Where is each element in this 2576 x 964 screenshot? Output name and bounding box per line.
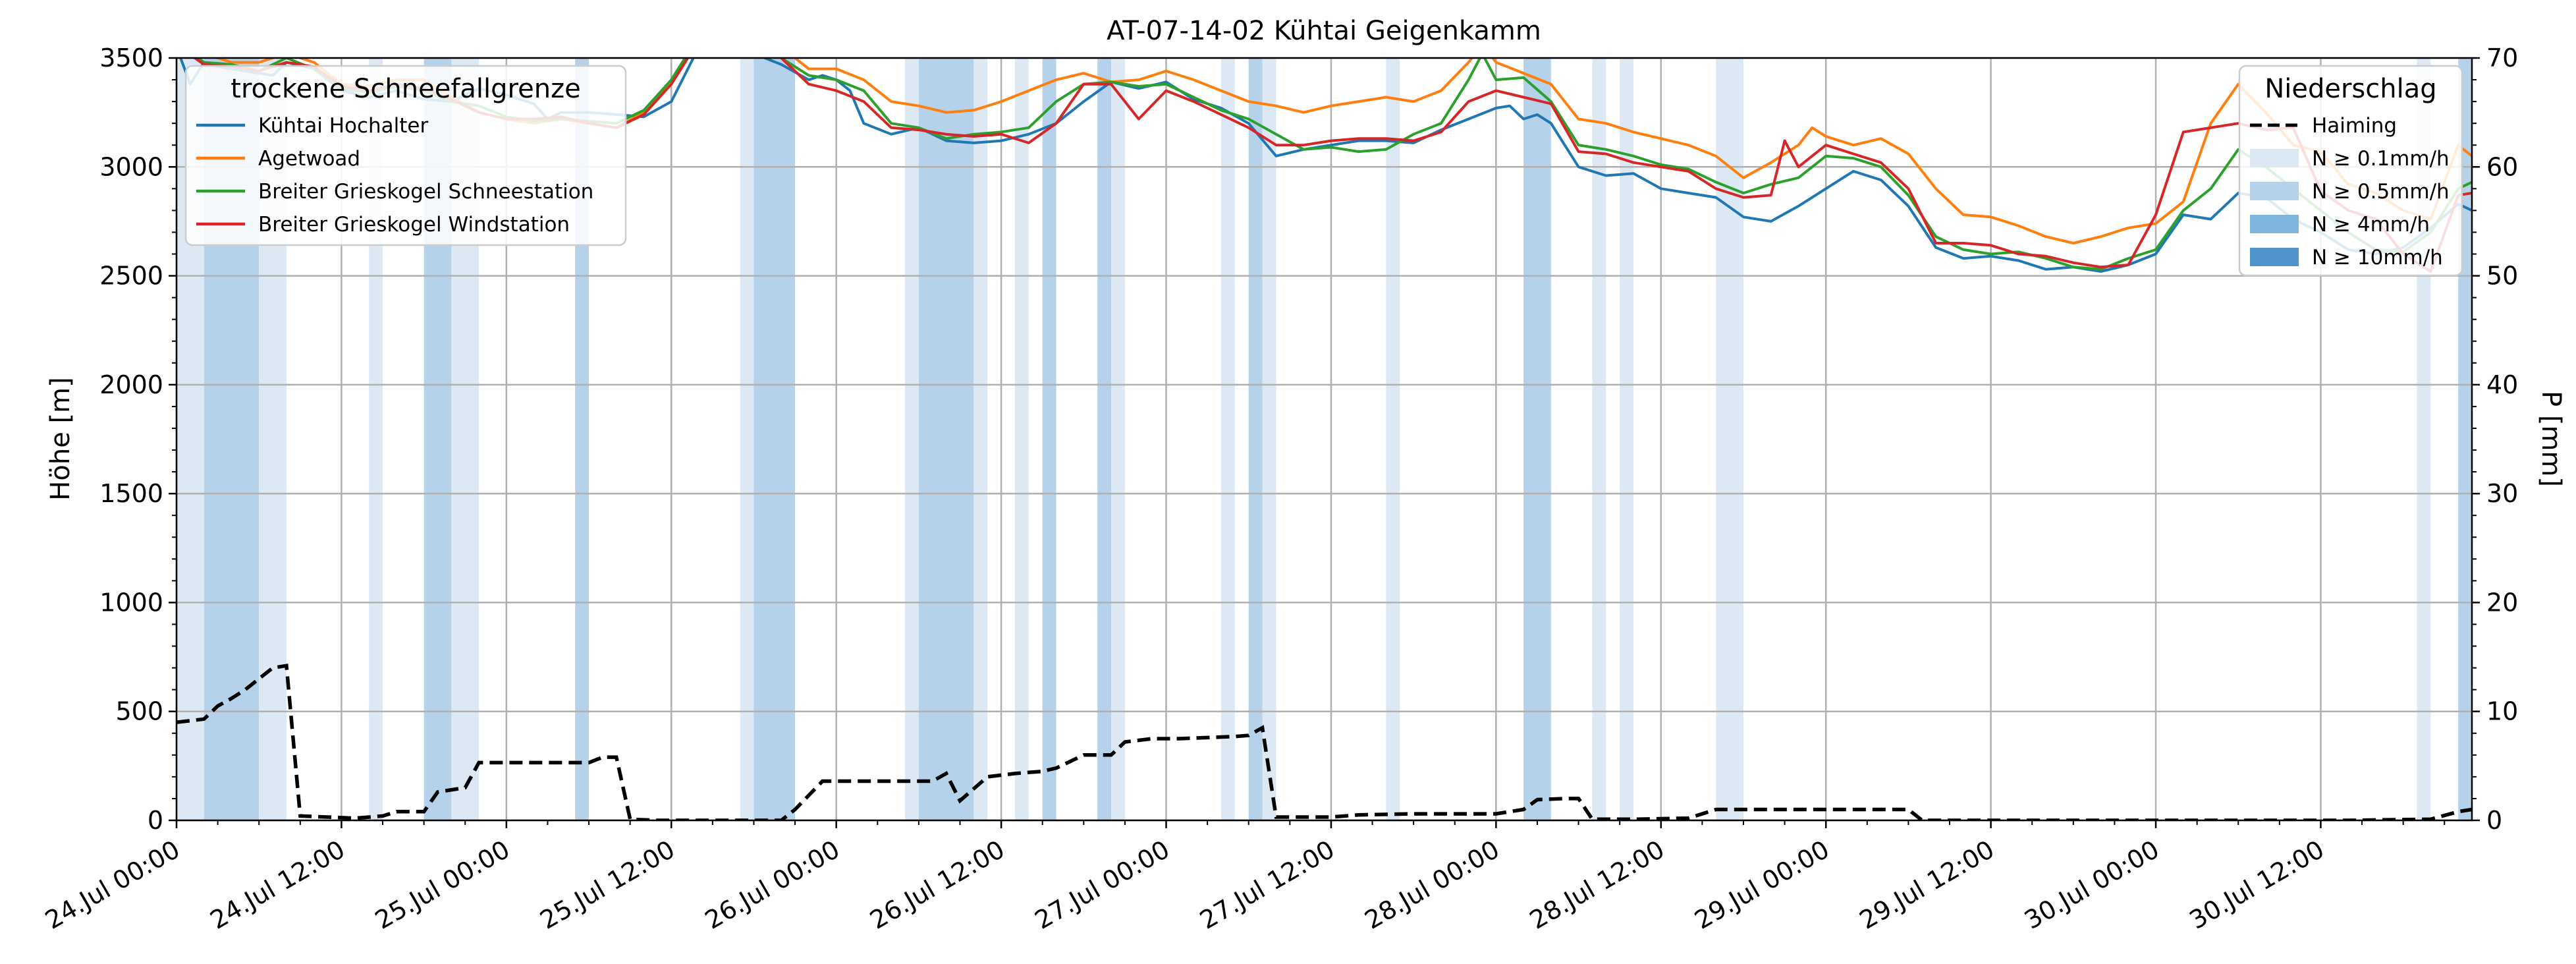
y-right-tick-label-5: 50 (2486, 262, 2518, 291)
y-left-tick-label-5: 2500 (99, 262, 163, 291)
precip-shade-15 (1111, 58, 1125, 820)
y-right-tick-label-4: 40 (2486, 370, 2518, 399)
legend-shade-label-3: N ≥ 10mm/h (2312, 246, 2443, 269)
precip-shade-3 (369, 58, 383, 820)
y-left-tick-label-0: 0 (148, 806, 163, 835)
x-tick-label-9: 28.Jul 12:00 (1525, 835, 1669, 935)
legend-shade-swatch-2 (2250, 215, 2299, 233)
y-right-tick-label-6: 60 (2486, 152, 2518, 181)
y-left-tick-label-7: 3500 (99, 43, 163, 72)
precip-shade-8 (754, 58, 796, 820)
legend-snowline-box (184, 65, 627, 246)
chart-title: AT-07-14-02 Kühtai Geigenkamm (1107, 16, 1541, 46)
x-tick-label-2: 25.Jul 00:00 (370, 835, 514, 935)
legend-label-1: Agetwoad (258, 147, 360, 171)
y-left-tick-label-6: 3000 (99, 152, 163, 181)
x-tick-label-3: 25.Jul 12:00 (535, 835, 679, 935)
y-axis-label-left: Höhe [m] (45, 377, 76, 500)
y-right-tick-label-7: 70 (2486, 43, 2518, 72)
x-tick-label-1: 24.Jul 12:00 (206, 835, 350, 935)
legend-shade-label-1: N ≥ 0.5mm/h (2312, 180, 2450, 204)
legend-snowline: trockene Schneefallgrenze Kühtai Hochalt… (184, 65, 627, 246)
y-right-tick-label-0: 0 (2486, 806, 2502, 835)
precip-shade-19 (1386, 58, 1400, 820)
x-tick-label-7: 27.Jul 12:00 (1195, 835, 1339, 935)
legend-precipitation: Niederschlag Haiming N ≥ 0.1mm/h N ≥ 0.5m… (2238, 65, 2463, 277)
precip-line-haiming (177, 664, 2472, 820)
legend-precipitation-title: Niederschlag (2264, 74, 2436, 104)
legend-label-3: Breiter Grieskogel Windstation (258, 213, 570, 237)
precip-shade-22 (1620, 58, 1634, 820)
precip-shade-7 (740, 58, 754, 820)
precip-shade-21 (1592, 58, 1606, 820)
precip-shade-20 (1523, 58, 1551, 820)
x-tick-label-11: 29.Jul 12:00 (1855, 835, 1999, 935)
x-axis: 24.Jul 00:00 24.Jul 12:00 25.Jul 00:00 25.J… (40, 820, 2446, 935)
plot-frame (175, 57, 2473, 822)
x-tick-label-5: 26.Jul 12:00 (865, 835, 1009, 935)
legend-shade-label-0: N ≥ 0.1mm/h (2312, 147, 2450, 171)
y-right-tick-label-1: 10 (2486, 697, 2518, 726)
legend-shade-swatch-1 (2250, 182, 2299, 200)
precip-shade-14 (1097, 58, 1112, 820)
x-tick-label-4: 26.Jul 00:00 (700, 835, 844, 935)
legend-shade-swatch-0 (2250, 149, 2299, 167)
precip-shade-10 (918, 58, 974, 820)
precip-shade-18 (1262, 58, 1276, 820)
y-left-tick-label-4: 2000 (99, 370, 163, 399)
precip-shade-12 (1014, 58, 1029, 820)
legend-label-0: Kühtai Hochalter (258, 114, 429, 138)
precip-shade-17 (1248, 58, 1263, 820)
precip-shade-16 (1220, 58, 1235, 820)
legend-label-2: Breiter Grieskogel Schneestation (258, 180, 593, 204)
y-left-tick-label-2: 1000 (99, 588, 163, 617)
x-tick-label-0: 24.Jul 00:00 (40, 835, 184, 935)
x-tick-label-13: 30.Jul 12:00 (2185, 835, 2329, 935)
legend-shade-label-2: N ≥ 4mm/h (2312, 213, 2430, 237)
legend-shade-swatch-3 (2250, 248, 2299, 266)
right-axis: 0 10 20 30 40 50 60 70 (2472, 43, 2518, 835)
precip-shade-13 (1042, 58, 1056, 820)
y-left-tick-label-3: 1500 (99, 479, 163, 508)
precipitation-line-layer (177, 664, 2472, 820)
precip-shade-9 (905, 58, 919, 820)
legend-haiming-label: Haiming (2312, 114, 2397, 138)
x-tick-label-10: 29.Jul 00:00 (1689, 835, 1834, 935)
y-right-tick-label-3: 30 (2486, 479, 2518, 508)
precip-shade-23 (1716, 58, 1743, 820)
y-right-tick-label-2: 20 (2486, 588, 2518, 617)
y-left-tick-label-1: 500 (115, 697, 163, 726)
precip-shade-11 (973, 58, 988, 820)
y-axis-label-right: P [mm] (2536, 391, 2566, 487)
legend-snowline-title: trockene Schneefallgrenze (231, 74, 580, 104)
x-tick-label-6: 27.Jul 00:00 (1030, 835, 1174, 935)
left-axis: 0 500 1000 1500 2000 2500 3000 3500 (99, 43, 177, 835)
precip-shade-6 (575, 58, 589, 820)
x-tick-label-8: 28.Jul 00:00 (1360, 835, 1504, 935)
x-tick-label-12: 30.Jul 00:00 (2019, 835, 2164, 935)
